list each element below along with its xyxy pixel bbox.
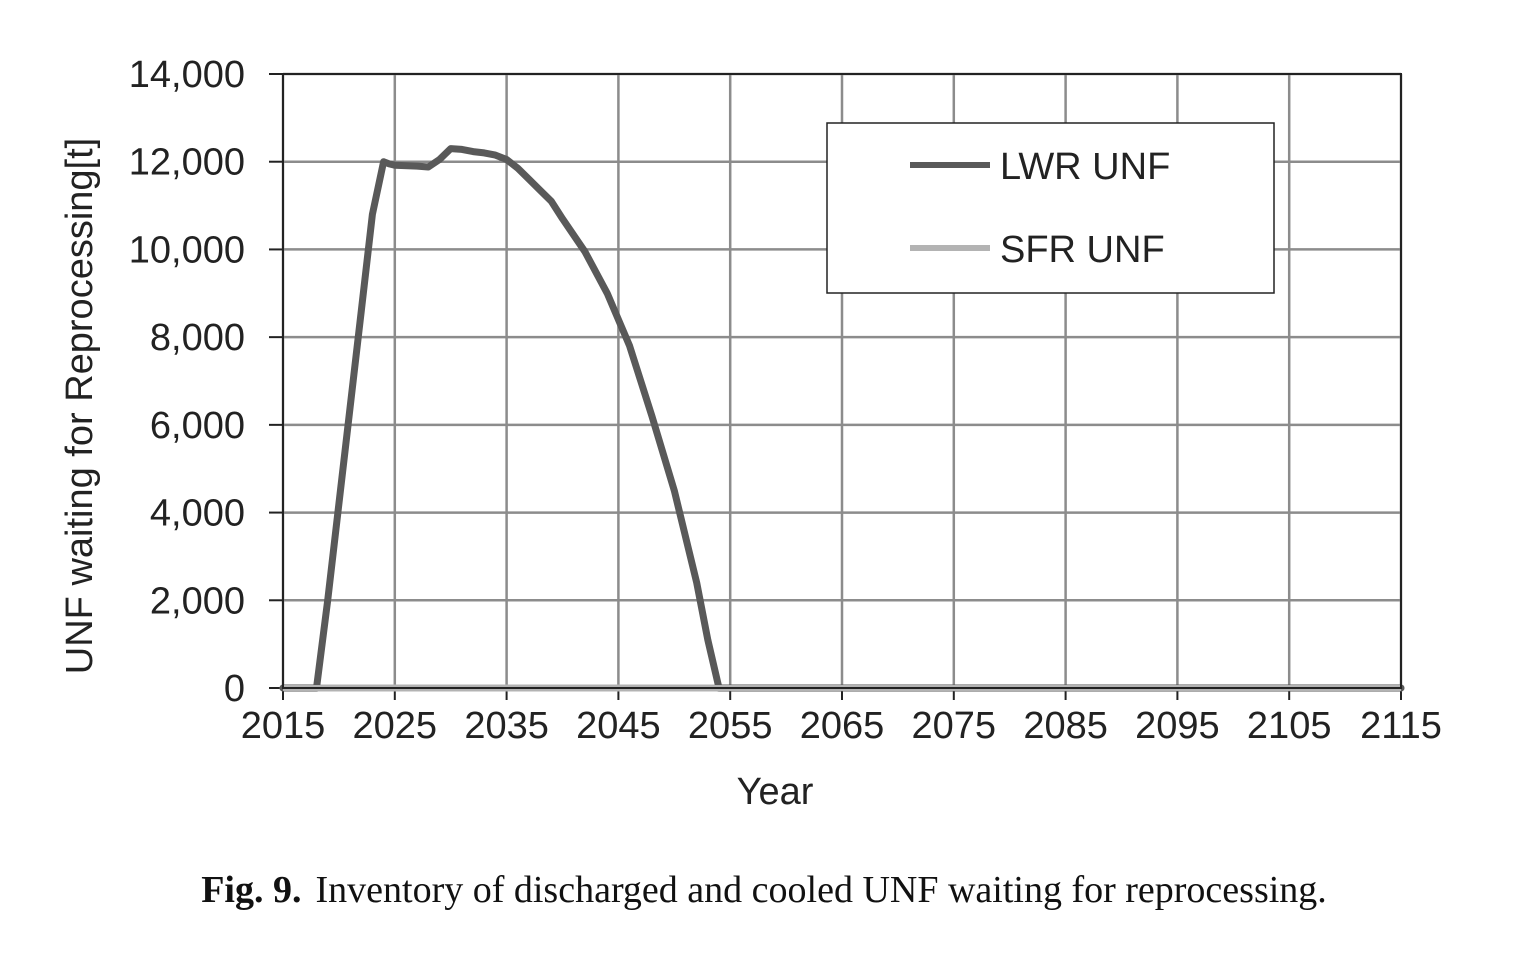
y-tick-label: 6,000 bbox=[150, 405, 245, 447]
x-tick-label: 2055 bbox=[688, 705, 773, 747]
x-tick-label: 2085 bbox=[1023, 705, 1108, 747]
x-tick-label: 2105 bbox=[1247, 705, 1332, 747]
figure-caption-text: Inventory of discharged and cooled UNF w… bbox=[315, 869, 1327, 911]
x-tick-label: 2045 bbox=[576, 705, 661, 747]
y-tick-label: 4,000 bbox=[150, 493, 245, 535]
x-tick-label: 2065 bbox=[800, 705, 885, 747]
y-tick-label: 14,000 bbox=[129, 54, 245, 96]
x-tick-label: 2035 bbox=[464, 705, 549, 747]
series-line-lwr-unf bbox=[279, 145, 1405, 692]
x-tick-label: 2025 bbox=[353, 705, 438, 747]
y-tick-label: 2,000 bbox=[150, 580, 245, 622]
y-tick-label: 10,000 bbox=[129, 229, 245, 271]
y-axis-title: UNF waiting for Reprocessing[t] bbox=[59, 138, 101, 674]
chart: 02,0004,0006,0008,00010,00012,00014,000 … bbox=[59, 54, 1442, 813]
legend-label-lwr-unf: LWR UNF bbox=[1000, 146, 1170, 188]
plot-frame bbox=[282, 73, 1402, 689]
legend: LWR UNF SFR UNF bbox=[826, 122, 1275, 294]
legend-label-sfr-unf: SFR UNF bbox=[1000, 229, 1165, 271]
x-tick-label: 2075 bbox=[912, 705, 997, 747]
figure-caption: Fig. 9. Inventory of discharged and coole… bbox=[0, 868, 1528, 912]
x-axis-title: Year bbox=[737, 771, 814, 813]
x-tick-label: 2115 bbox=[1360, 705, 1442, 747]
figure-label: Fig. 9. bbox=[201, 869, 302, 911]
y-tick-label: 12,000 bbox=[129, 142, 245, 184]
y-tick-label: 0 bbox=[224, 668, 245, 710]
x-axis-ticks: 2015 2025 2035 2045 2055 2065 2075 2085 2095 2105… bbox=[241, 688, 1442, 747]
x-tick-label: 2015 bbox=[241, 705, 326, 747]
y-axis-ticks: 0 2,000 4,000 6,000 8,000 10,000 12,000 14,000 bbox=[129, 54, 283, 710]
x-tick-label: 2095 bbox=[1135, 705, 1220, 747]
legend-box bbox=[826, 122, 1275, 294]
y-tick-label: 8,000 bbox=[150, 317, 245, 359]
